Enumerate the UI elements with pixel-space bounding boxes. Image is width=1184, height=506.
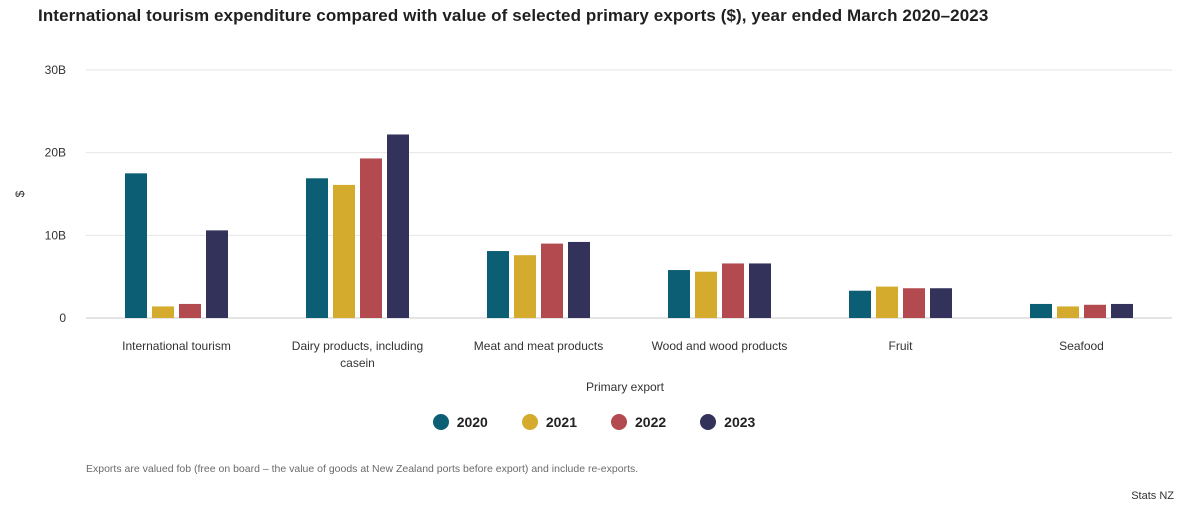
x-category-label: International tourism xyxy=(122,339,231,353)
bar-2021[interactable] xyxy=(876,286,898,318)
bar-2021[interactable] xyxy=(152,306,174,318)
legend-swatch xyxy=(611,414,627,430)
legend-item-2022[interactable]: 2022 xyxy=(607,414,666,430)
y-tick-label: 20B xyxy=(45,146,66,160)
bar-2022[interactable] xyxy=(541,243,563,318)
legend-swatch xyxy=(432,414,449,430)
bar-2023[interactable] xyxy=(930,288,952,318)
legend-label: 2021 xyxy=(545,414,577,430)
bar-2022[interactable] xyxy=(360,158,382,318)
footnote: Exports are valued fob (free on board – … xyxy=(86,463,639,475)
bar-2020[interactable] xyxy=(1030,303,1052,318)
bar-2020[interactable] xyxy=(306,178,328,318)
legend-label: 2022 xyxy=(635,414,667,430)
bar-2021[interactable] xyxy=(695,271,717,318)
bar-2023[interactable] xyxy=(387,134,409,318)
legend-label: 2023 xyxy=(724,414,756,430)
bar-2020[interactable] xyxy=(487,251,509,318)
legend-item-2021[interactable]: 2021 xyxy=(518,414,577,430)
y-axis-title: $ xyxy=(13,190,27,197)
bar-2020[interactable] xyxy=(125,173,147,318)
chart-legend: 2020 2021 2022 2023 xyxy=(0,414,1184,430)
bar-2023[interactable] xyxy=(568,241,590,318)
chart-title: International tourism expenditure compar… xyxy=(38,6,989,25)
legend-swatch xyxy=(700,414,717,430)
bar-2022[interactable] xyxy=(179,303,201,318)
y-tick-label: 10B xyxy=(45,228,66,242)
x-category-label: Fruit xyxy=(889,339,914,353)
bar-2023[interactable] xyxy=(206,230,228,318)
x-category-label: Wood and wood products xyxy=(652,339,788,353)
y-tick-label: 0 xyxy=(59,311,66,325)
legend-item-2020[interactable]: 2020 xyxy=(429,414,488,430)
legend-item-2023[interactable]: 2023 xyxy=(696,414,755,430)
legend-label: 2020 xyxy=(456,414,488,430)
bar-2023[interactable] xyxy=(749,263,771,318)
legend-swatch xyxy=(521,414,538,430)
bar-2020[interactable] xyxy=(849,290,871,318)
bar-2021[interactable] xyxy=(333,184,355,318)
x-category-label: Seafood xyxy=(1059,339,1104,353)
bar-2021[interactable] xyxy=(514,255,536,318)
bar-2022[interactable] xyxy=(722,263,744,318)
x-category-label: Meat and meat products xyxy=(474,339,603,353)
bar-2022[interactable] xyxy=(903,288,925,318)
bar-2022[interactable] xyxy=(1084,304,1106,318)
bar-2020[interactable] xyxy=(668,270,690,318)
y-tick-label: 30B xyxy=(45,63,66,77)
x-axis-title: Primary export xyxy=(586,380,665,394)
bar-2021[interactable] xyxy=(1057,306,1079,318)
bar-chart: 0 10B 20B 30B $ International tourism Dairy pr… xyxy=(13,63,1172,394)
source-label: Stats NZ xyxy=(1131,490,1174,502)
bar-2023[interactable] xyxy=(1111,303,1133,318)
x-category-label: Dairy products, including casein xyxy=(292,339,423,370)
